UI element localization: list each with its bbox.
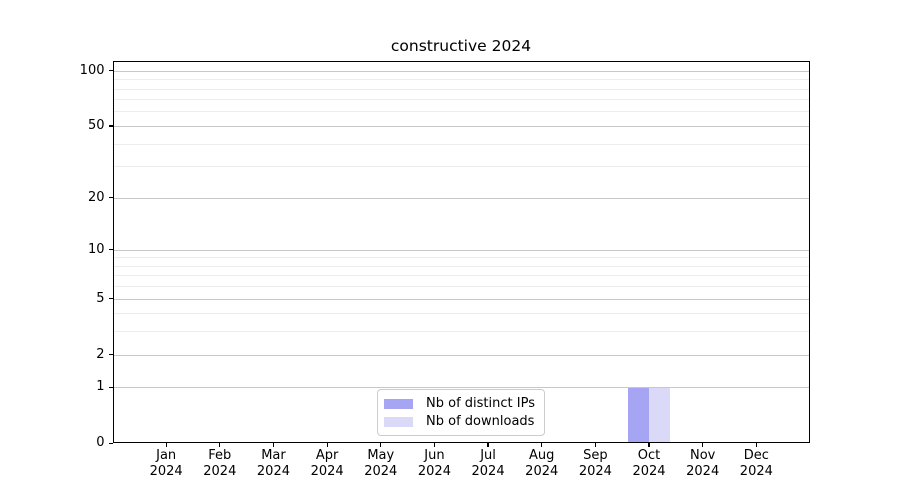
gridline-major (112, 387, 810, 389)
x-tick-label: Nov 2024 (686, 448, 720, 479)
x-tick-label: Mar 2024 (256, 448, 290, 479)
gridline-minor (112, 331, 810, 333)
legend-swatch-icon (384, 398, 414, 409)
x-tick (541, 443, 543, 448)
y-tick-label: 100 (79, 62, 105, 78)
y-tick (108, 298, 113, 300)
gridline-minor (112, 99, 810, 101)
gridline-minor (112, 257, 810, 259)
y-tick (108, 249, 113, 251)
legend-item: Nb of distinct IPs (384, 396, 535, 411)
gridline-minor (112, 313, 810, 315)
spine-left (112, 61, 114, 444)
x-tick (755, 443, 757, 448)
gridline-minor (112, 166, 810, 168)
gridline-minor (112, 88, 810, 90)
gridline-major (112, 125, 810, 127)
chart-title: constructive 2024 (390, 37, 532, 55)
y-tick (108, 196, 113, 199)
gridline-major (112, 70, 810, 72)
gridline-minor (112, 143, 810, 145)
y-tick-label: 2 (96, 346, 105, 362)
y-tick-label: 1 (96, 379, 105, 395)
gridline-minor (112, 79, 810, 81)
y-tick (108, 125, 113, 127)
x-tick-label: Feb 2024 (203, 448, 237, 479)
y-tick-label: 50 (87, 117, 105, 133)
x-tick (594, 443, 596, 448)
x-tick (702, 443, 704, 448)
x-tick-label: Apr 2024 (310, 448, 344, 479)
legend-item: Nb of downloads (384, 414, 535, 429)
x-tick (433, 443, 435, 448)
x-tick (272, 443, 275, 448)
y-tick-label: 0 (96, 435, 105, 451)
legend-label: Nb of downloads (426, 414, 535, 429)
bar-distinct-ips (627, 387, 650, 444)
x-tick (380, 443, 382, 448)
legend-swatch-icon (384, 416, 414, 427)
x-tick (165, 443, 167, 448)
y-tick-label: 20 (87, 189, 105, 205)
x-tick-label: May 2024 (364, 448, 398, 479)
gridline-major (112, 298, 810, 300)
gridline-minor (112, 275, 810, 277)
y-tick-label: 10 (87, 241, 105, 257)
bar-downloads (649, 387, 671, 444)
x-tick-label: Oct 2024 (632, 448, 666, 479)
legend: Nb of distinct IPs Nb of downloads (377, 389, 545, 436)
y-tick (108, 70, 113, 72)
x-tick-label: Sep 2024 (578, 448, 612, 479)
spine-top (112, 61, 810, 63)
spine-bottom (112, 442, 810, 444)
x-tick (487, 443, 489, 448)
gridline-major (112, 354, 810, 356)
x-tick-label: Jun 2024 (417, 448, 451, 479)
gridline-minor (112, 286, 810, 288)
gridline-minor (112, 265, 810, 267)
y-tick (108, 354, 113, 356)
x-tick-label: Jul 2024 (471, 448, 505, 479)
x-tick (219, 443, 221, 448)
x-tick-label: Aug 2024 (525, 448, 559, 479)
gridline-minor (112, 111, 810, 113)
x-tick-label: Jan 2024 (149, 448, 183, 479)
x-tick-label: Dec 2024 (739, 448, 773, 479)
spine-right (808, 61, 810, 444)
y-tick (108, 386, 113, 388)
plot-area (112, 61, 810, 444)
x-tick (326, 443, 328, 448)
x-tick (648, 443, 650, 448)
gridline-major (112, 197, 810, 199)
gridline-major (112, 249, 810, 251)
legend-label: Nb of distinct IPs (426, 396, 535, 411)
y-tick-label: 5 (96, 290, 105, 306)
y-tick (108, 442, 113, 444)
